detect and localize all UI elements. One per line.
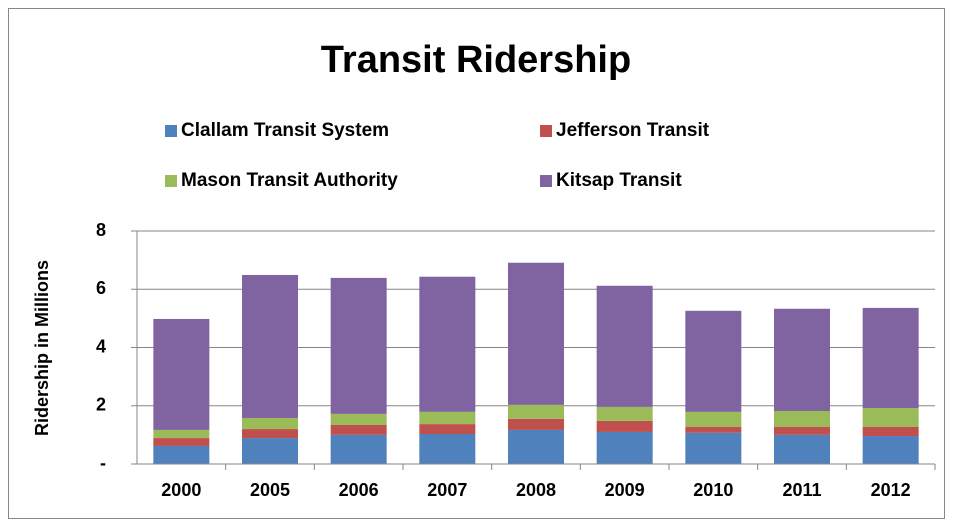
legend-swatch bbox=[165, 125, 177, 137]
bar-segment bbox=[774, 410, 830, 428]
bar-segment bbox=[242, 438, 298, 464]
bar-segment bbox=[153, 318, 210, 430]
bar-segment bbox=[862, 408, 919, 428]
x-tick-label: 2009 bbox=[605, 480, 645, 500]
bar-segment bbox=[508, 418, 564, 430]
bar-segment bbox=[596, 431, 653, 464]
legend-swatch bbox=[540, 175, 552, 187]
x-tick-label: 2010 bbox=[693, 480, 733, 500]
legend-label: Clallam Transit System bbox=[181, 120, 389, 141]
bar-segment bbox=[596, 420, 653, 432]
bar-segment bbox=[330, 424, 387, 435]
bar-segment bbox=[508, 429, 564, 464]
bar-segment bbox=[330, 413, 387, 425]
legend-label: Jefferson Transit bbox=[556, 120, 710, 141]
x-tick-label: 2012 bbox=[871, 480, 911, 500]
bar-segment bbox=[330, 434, 387, 464]
bar-segment bbox=[862, 436, 919, 464]
bar-segment bbox=[774, 308, 830, 411]
bar-segment bbox=[508, 404, 564, 419]
y-tick-label: 2 bbox=[96, 395, 106, 415]
bar-segment bbox=[596, 285, 653, 407]
x-tick-label: 2011 bbox=[782, 480, 821, 500]
bar-segment bbox=[242, 274, 298, 418]
legend-swatch bbox=[165, 175, 177, 187]
bar-segment bbox=[419, 411, 476, 425]
bar-segment bbox=[153, 438, 210, 446]
bar-segment bbox=[508, 262, 564, 405]
bar-segment bbox=[419, 276, 476, 412]
bar-segment bbox=[862, 307, 919, 409]
legend-label: Mason Transit Authority bbox=[181, 170, 398, 191]
x-tick-label: 2007 bbox=[427, 480, 467, 500]
bar-segment bbox=[419, 424, 476, 435]
bar-segment bbox=[685, 411, 742, 428]
legend-label: Kitsap Transit bbox=[556, 170, 682, 191]
bar-segment bbox=[242, 429, 298, 439]
bar-segment bbox=[774, 434, 830, 464]
x-tick-label: 2006 bbox=[339, 480, 379, 500]
bar-segment bbox=[596, 406, 653, 421]
x-tick-label: 2008 bbox=[516, 480, 556, 500]
legend-swatch bbox=[540, 125, 552, 137]
y-axis-label: Ridership in Millions bbox=[32, 260, 52, 436]
y-tick-label: 6 bbox=[96, 278, 106, 298]
bar-segment bbox=[862, 427, 919, 437]
y-tick-label: 8 bbox=[96, 220, 106, 240]
bar-segment bbox=[153, 429, 210, 439]
bar-segment bbox=[330, 277, 387, 414]
bar-segment bbox=[685, 427, 742, 433]
y-tick-label: 4 bbox=[96, 336, 106, 356]
bar-segment bbox=[153, 445, 210, 464]
bar-segment bbox=[774, 427, 830, 435]
bar-segment bbox=[685, 310, 742, 412]
bar-segment bbox=[242, 417, 298, 430]
x-tick-label: 2005 bbox=[250, 480, 290, 500]
bar-segment bbox=[685, 432, 742, 464]
bar-segment bbox=[419, 434, 476, 464]
x-tick-label: 2000 bbox=[161, 480, 201, 500]
y-tick-label: - bbox=[100, 453, 106, 473]
chart-title: Transit Ridership bbox=[321, 39, 631, 81]
